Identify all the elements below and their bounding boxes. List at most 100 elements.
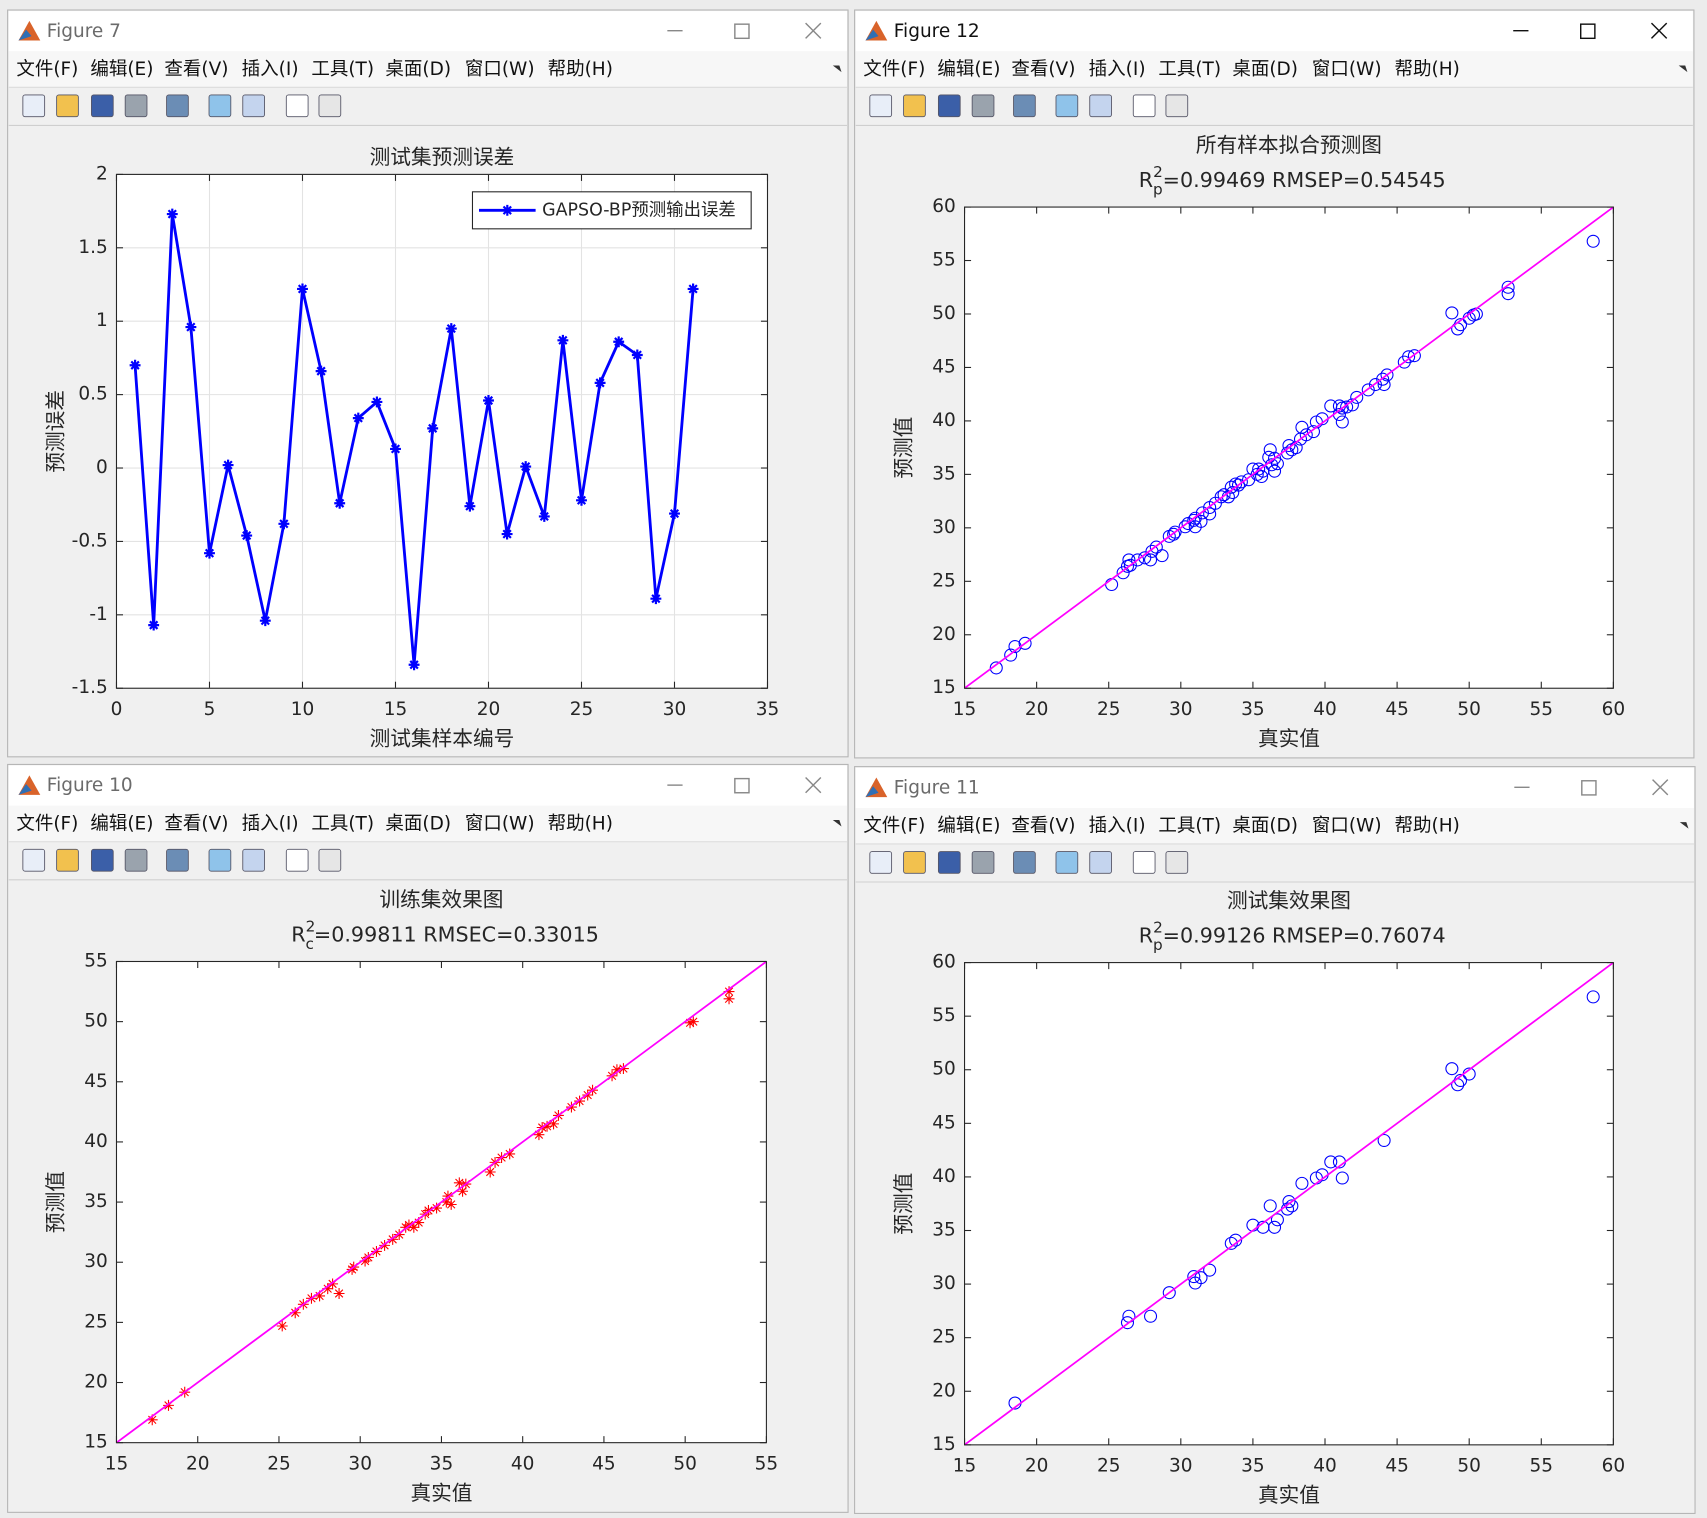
close-button[interactable]	[1652, 779, 1669, 796]
toolbar-button[interactable]	[318, 848, 342, 872]
menu-item[interactable]: 插入(I)	[242, 813, 299, 834]
toolbar-button[interactable]	[1055, 94, 1079, 118]
close-button[interactable]	[805, 777, 822, 794]
menu-item[interactable]: 帮助(H)	[1395, 59, 1460, 80]
toolbar-button[interactable]	[318, 94, 342, 118]
toolbar-button[interactable]	[166, 848, 189, 872]
menu-item[interactable]: 编辑(E)	[90, 813, 153, 834]
menu-bar	[8, 805, 847, 842]
toolbar-button[interactable]	[242, 848, 265, 872]
fit-line	[115, 960, 767, 1444]
x-tick-label: 10	[291, 699, 315, 720]
toolbar-button[interactable]	[208, 848, 232, 872]
maximize-button[interactable]	[1581, 780, 1597, 796]
menu-arrow	[1679, 822, 1689, 829]
toolbar-button[interactable]	[166, 94, 189, 118]
chart: 15 20 25 30 35 40 45 50 55 60 15 20 25 30 35 40 45 50 55 60…	[892, 133, 1625, 750]
y-tick-label: 45	[932, 356, 956, 377]
close-button[interactable]	[805, 22, 822, 39]
toolbar-button[interactable]	[937, 94, 961, 118]
menu-item[interactable]: 桌面(D)	[385, 59, 451, 80]
toolbar-button[interactable]	[285, 94, 309, 118]
menu-item[interactable]: 插入(I)	[1089, 59, 1146, 80]
toolbar-button[interactable]	[903, 94, 926, 118]
scatter-point	[333, 1288, 345, 1299]
menu-bar	[855, 807, 1694, 844]
toolbar-button[interactable]	[91, 848, 114, 872]
menu-item[interactable]: 桌面(D)	[1232, 59, 1298, 80]
menu-item[interactable]: 查看(V)	[1011, 815, 1075, 836]
maximize-button[interactable]	[734, 23, 750, 40]
menu-item[interactable]: 查看(V)	[164, 813, 228, 834]
scatter-point	[1340, 400, 1354, 414]
toolbar-button[interactable]	[208, 94, 232, 118]
toolbar-button[interactable]	[56, 848, 79, 872]
toolbar-button[interactable]	[869, 851, 893, 874]
menu-item[interactable]: 窗口(W)	[465, 59, 535, 80]
menu-item[interactable]: 文件(F)	[863, 59, 925, 80]
toolbar-button[interactable]	[1165, 94, 1189, 118]
menu-item[interactable]: 桌面(D)	[385, 813, 451, 834]
toolbar-button[interactable]	[124, 848, 148, 872]
menu-item[interactable]: 查看(V)	[164, 59, 228, 80]
subtitle-sup: 2	[1153, 918, 1163, 936]
toolbar-button[interactable]	[56, 94, 79, 118]
toolbar-button[interactable]	[1089, 94, 1112, 118]
menu-bar	[855, 51, 1693, 88]
toolbar-button[interactable]	[22, 848, 46, 872]
x-tick-label: 25	[267, 1453, 291, 1474]
toolbar-button[interactable]	[124, 94, 148, 118]
toolbar-button[interactable]	[242, 94, 265, 118]
axes-box	[963, 962, 1614, 1446]
menu-item[interactable]: 查看(V)	[1011, 59, 1075, 80]
toolbar-button[interactable]	[91, 94, 114, 118]
scatter-point	[371, 1245, 382, 1257]
toolbar-button[interactable]	[869, 94, 893, 118]
menu-item[interactable]: 编辑(E)	[90, 59, 153, 80]
menu-item[interactable]: 工具(T)	[311, 59, 374, 80]
subtitle-base: R	[1139, 923, 1153, 947]
menu-item[interactable]: 文件(F)	[16, 813, 78, 834]
menu-item[interactable]: 桌面(D)	[1232, 815, 1298, 836]
x-tick-label: 15	[105, 1453, 129, 1474]
menu-item[interactable]: 窗口(W)	[1312, 59, 1382, 80]
toolbar-button[interactable]	[1132, 851, 1156, 874]
menu-item[interactable]: 文件(F)	[16, 59, 78, 80]
menu-item[interactable]: 窗口(W)	[465, 813, 535, 834]
menu-item[interactable]: 插入(I)	[242, 59, 299, 80]
subtitle-sup: 2	[1153, 163, 1163, 181]
menu-item[interactable]: 窗口(W)	[1312, 815, 1382, 836]
toolbar-button[interactable]	[971, 94, 995, 118]
close-button[interactable]	[1650, 22, 1668, 39]
menu-item[interactable]: 工具(T)	[1158, 815, 1221, 836]
menu-item[interactable]: 帮助(H)	[548, 813, 613, 834]
menu-item[interactable]: 帮助(H)	[1395, 815, 1460, 836]
toolbar-button[interactable]	[22, 94, 46, 118]
menu-item[interactable]: 插入(I)	[1089, 815, 1146, 836]
scatter-point	[440, 1196, 452, 1208]
scatter-point	[1144, 1309, 1158, 1323]
maximize-button[interactable]	[734, 777, 750, 794]
menu-item[interactable]: 编辑(E)	[937, 815, 1000, 836]
data-marker	[334, 497, 346, 509]
toolbar-button[interactable]	[1013, 94, 1036, 118]
menu-item[interactable]: 编辑(E)	[937, 59, 1000, 80]
menu-item[interactable]: 工具(T)	[311, 813, 374, 834]
subtitle-sub: p	[1153, 936, 1163, 954]
toolbar-button[interactable]	[1089, 851, 1112, 874]
title-bar	[8, 11, 847, 52]
scatter-point	[403, 1219, 415, 1231]
toolbar-button[interactable]	[1165, 851, 1189, 874]
maximize-button[interactable]	[1580, 23, 1596, 40]
toolbar-button[interactable]	[285, 848, 309, 872]
toolbar-button[interactable]	[1055, 851, 1079, 874]
toolbar-button[interactable]	[1013, 851, 1036, 874]
menu-item[interactable]: 文件(F)	[863, 815, 925, 836]
toolbar-button[interactable]	[1132, 94, 1156, 118]
toolbar-button[interactable]	[903, 851, 926, 874]
toolbar-button[interactable]	[971, 851, 995, 874]
toolbar-button[interactable]	[937, 851, 961, 874]
subtitle-text: =0.99126 RMSEP=0.76074	[1163, 923, 1446, 947]
menu-item[interactable]: 帮助(H)	[548, 59, 613, 80]
menu-item[interactable]: 工具(T)	[1158, 59, 1221, 80]
